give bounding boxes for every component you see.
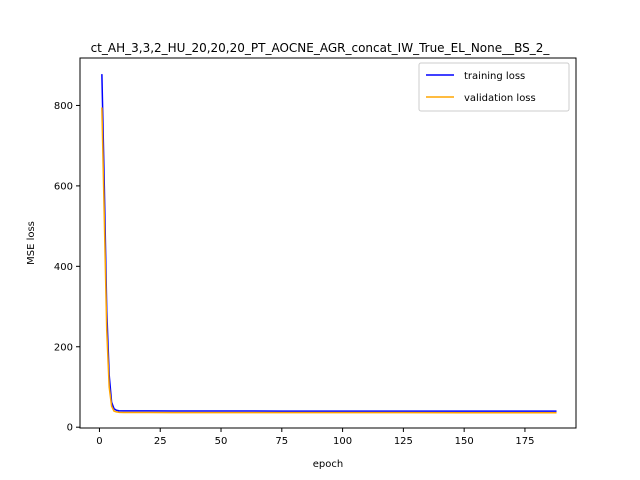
- y-tick-label: 400: [54, 262, 73, 273]
- x-tick-label: 175: [515, 436, 534, 447]
- x-tick-label: 25: [154, 436, 167, 447]
- y-tick-label: 0: [67, 423, 73, 434]
- axes-frame: [79, 57, 577, 429]
- legend-label-training: training loss: [464, 71, 525, 82]
- x-tick-label: 125: [394, 436, 413, 447]
- x-axis: 0 25 50 75 100 125 150 175: [96, 428, 534, 447]
- x-tick-label: 75: [275, 436, 288, 447]
- legend: training loss validation loss: [418, 62, 570, 112]
- x-tick-label: 150: [455, 436, 474, 447]
- chart-title: ct_AH_3,3,2_HU_20,20,20_PT_AOCNE_AGR_con…: [91, 41, 551, 55]
- legend-box: [418, 62, 570, 112]
- y-axis-label: MSE loss: [26, 221, 37, 265]
- x-tick-label: 100: [333, 436, 352, 447]
- plot-area: [101, 74, 557, 414]
- x-axis-label: epoch: [313, 459, 343, 470]
- x-tick-label: 50: [215, 436, 228, 447]
- y-tick-label: 800: [54, 101, 73, 112]
- y-axis: 0 200 400 600 800: [54, 101, 80, 434]
- series-line-validation-loss: [101, 107, 557, 414]
- y-tick-label: 200: [54, 342, 73, 353]
- legend-label-validation: validation loss: [464, 93, 536, 104]
- y-tick-label: 600: [54, 181, 73, 192]
- series-line-training-loss: [101, 74, 557, 412]
- x-tick-label: 0: [96, 436, 102, 447]
